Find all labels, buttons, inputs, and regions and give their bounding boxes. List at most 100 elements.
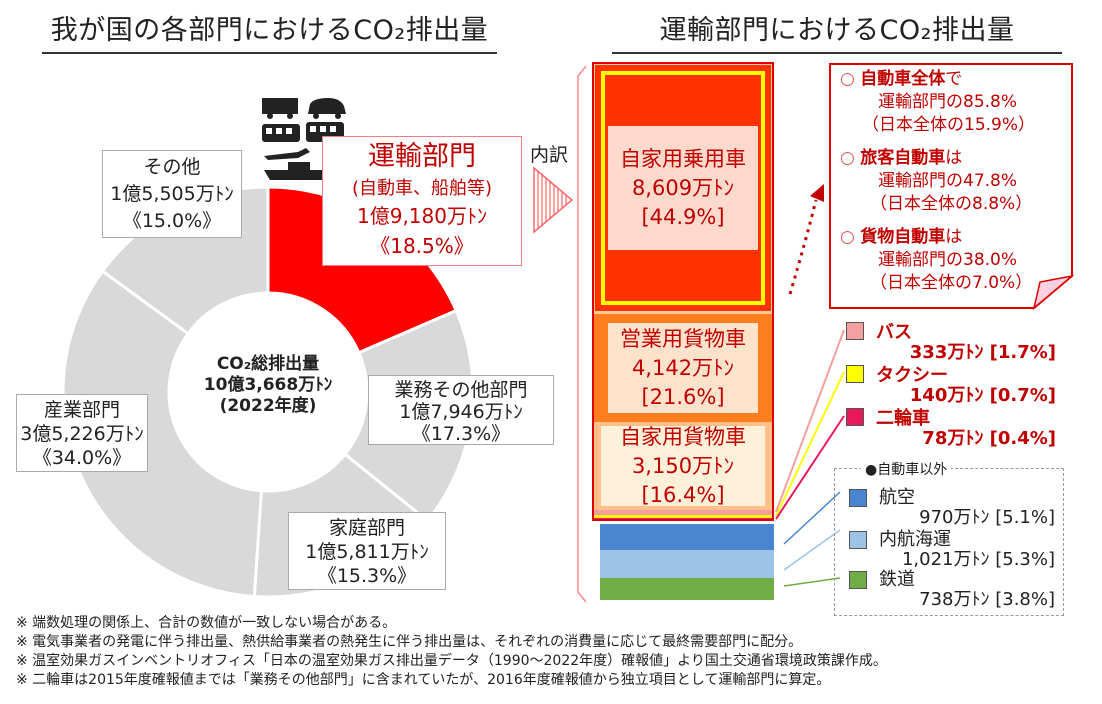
- connector-lines: [775, 329, 845, 587]
- other-name: その他: [143, 156, 201, 178]
- callout-passenger-title: 旅客自動車: [860, 148, 946, 168]
- footnote: ※ 二輪車は2015年度確報値までは「業務その他部門」に含まれていたが、2016…: [16, 672, 831, 688]
- household-value: 1億5,811万ﾄﾝ: [305, 541, 429, 563]
- bus-swatch: [846, 322, 864, 340]
- ship-swatch: [849, 531, 867, 549]
- air-name: 航空: [879, 487, 915, 508]
- right-chart-title: 運輸部門におけるCO₂排出量: [659, 15, 1015, 46]
- breakdown-arrow: [533, 166, 574, 234]
- footnote: ※ 温室効果ガスインベントリオフィス「日本の温室効果ガス排出量データ（1990～…: [16, 653, 887, 669]
- bus-value: 333万ﾄﾝ [1.7%]: [909, 342, 1056, 363]
- transport-name: 運輸部門: [368, 141, 476, 172]
- center-title: CO₂総排出量: [216, 354, 320, 374]
- segment-bus: [592, 510, 774, 515]
- industry-label: 産業部門 3億5,226万ﾄﾝ 《34.0%》: [16, 394, 148, 472]
- circle-icon: ○: [840, 69, 855, 89]
- segment-air: [600, 524, 774, 550]
- callout-freight-share: 運輸部門の38.0%: [878, 250, 1018, 270]
- rail-swatch: [849, 571, 867, 589]
- footnote: ※ 端数処理の関係上、合計の数値が一致しない場合がある。: [16, 615, 397, 631]
- breakdown-label: 内訳: [530, 144, 569, 166]
- left-chart-title: 我が国の各部門におけるCO₂排出量: [50, 15, 489, 46]
- household-pct: 《15.3%》: [317, 565, 417, 587]
- private-freight-name: 自家用貨物車: [620, 424, 746, 449]
- commercial-freight-pct: [21.6%]: [641, 384, 725, 409]
- commercial-freight-name: 営業用貨物車: [620, 326, 746, 351]
- callout-auto-title: 自動車全体: [860, 69, 946, 89]
- donut-center-label: CO₂総排出量 10億3,668万ﾄﾝ (2022年度): [188, 354, 348, 417]
- business-name: 業務その他部門: [394, 379, 528, 401]
- commercial-freight-label: 営業用貨物車 4,142万ﾄﾝ [21.6%]: [608, 323, 758, 413]
- air-swatch: [849, 489, 867, 507]
- callout-auto-share: 運輸部門の85.8%: [878, 92, 1018, 112]
- donut-hole: [169, 293, 367, 491]
- segment-rail: [600, 578, 774, 600]
- business-pct: 《17.3%》: [411, 423, 511, 445]
- circle-icon: ○: [840, 227, 855, 247]
- household-label: 家庭部門 1億5,811万ﾄﾝ 《15.3%》: [288, 512, 446, 590]
- center-total: 10億3,668万ﾄﾝ: [203, 375, 333, 395]
- transport-value: 1億9,180万ﾄﾝ: [357, 204, 487, 228]
- commercial-freight-value: 4,142万ﾄﾝ: [631, 355, 735, 380]
- industry-name: 産業部門: [43, 399, 120, 421]
- callout-frame: [829, 63, 1074, 310]
- stacked-bar: 自家用乗用車 8,609万ﾄﾝ [44.9%] 営業用貨物車 4,142万ﾄﾝ …: [592, 62, 774, 602]
- other-pct: 《15.0%》: [122, 210, 222, 232]
- segment-taxi: [592, 515, 774, 518]
- motorcycle-swatch: [846, 408, 864, 426]
- callout-freight-title: 貨物自動車: [860, 227, 946, 247]
- callout-passenger-share: 運輸部門の47.8%: [878, 171, 1018, 191]
- rail-name: 鉄道: [879, 569, 915, 590]
- non-auto-title: ●自動車以外: [861, 459, 952, 479]
- ship-value: 1,021万ﾄﾝ [5.3%]: [901, 549, 1055, 570]
- business-label: 業務その他部門 1億7,946万ﾄﾝ 《17.3%》: [368, 375, 554, 445]
- private-car-name: 自家用乗用車: [620, 146, 746, 171]
- automobile-outline: [592, 62, 774, 521]
- private-car-pct: [44.9%]: [641, 204, 725, 229]
- household-name: 家庭部門: [328, 517, 405, 539]
- air-value: 970万ﾄﾝ [5.1%]: [919, 507, 1055, 528]
- segment-private-car: 自家用乗用車 8,609万ﾄﾝ [44.9%]: [592, 62, 774, 314]
- private-car-label: 自家用乗用車 8,609万ﾄﾝ [44.9%]: [608, 126, 758, 250]
- callout-auto-national: （日本全体の15.9%）: [862, 115, 1036, 135]
- transport-pct: 《18.5%》: [370, 234, 474, 258]
- taxi-value: 140万ﾄﾝ [0.7%]: [909, 385, 1056, 406]
- motorcycle-value: 78万ﾄﾝ [0.4%]: [922, 428, 1056, 449]
- ship-name: 内航海運: [879, 529, 951, 550]
- callout-note: ○ 自動車全体で 運輸部門の85.8% （日本全体の15.9%） ○ 旅客自動車…: [828, 62, 1074, 310]
- private-freight-label: 自家用貨物車 3,150万ﾄﾝ [16.4%]: [601, 424, 765, 507]
- non-auto-legend: ●自動車以外 航空 970万ﾄﾝ [5.1%] 内航海運 1,021万ﾄﾝ [5…: [834, 459, 1064, 616]
- right-title-underline: [612, 52, 1062, 54]
- segment-private-freight: 自家用貨物車 3,150万ﾄﾝ [16.4%]: [592, 422, 774, 510]
- callout-freight-national: （日本全体の7.0%）: [870, 273, 1033, 293]
- industry-value: 3億5,226万ﾄﾝ: [20, 423, 144, 445]
- transport-sub: (自動車、船舶等): [351, 178, 493, 199]
- segment-ship: [600, 550, 774, 578]
- callout-text: ○ 自動車全体で 運輸部門の85.8% （日本全体の15.9%） ○ 旅客自動車…: [840, 68, 1066, 295]
- private-car-value: 8,609万ﾄﾝ: [631, 175, 735, 200]
- other-value: 1億5,505万ﾄﾝ: [110, 183, 234, 205]
- private-freight-value: 3,150万ﾄﾝ: [631, 453, 735, 478]
- industry-pct: 《34.0%》: [32, 447, 132, 469]
- circle-icon: ○: [840, 148, 855, 168]
- dotted-arrow: [788, 184, 824, 295]
- business-value: 1億7,946万ﾄﾝ: [399, 401, 523, 423]
- transport-label: 運輸部門 (自動車、船舶等) 1億9,180万ﾄﾝ 《18.5%》: [322, 136, 522, 266]
- callout-freight-particle: は: [945, 227, 963, 247]
- bus-name: バス: [876, 322, 912, 343]
- segment-commercial-freight: 営業用貨物車 4,142万ﾄﾝ [21.6%]: [592, 314, 774, 422]
- callout-auto-particle: で: [945, 69, 963, 89]
- center-year: (2022年度): [219, 396, 317, 416]
- other-label: その他 1億5,505万ﾄﾝ 《15.0%》: [102, 150, 242, 238]
- bracket: [577, 65, 587, 603]
- rail-value: 738万ﾄﾝ [3.8%]: [919, 589, 1055, 610]
- footnote: ※ 電気事業者の発電に伴う排出量、熱供給事業者の熱発生に伴う排出量は、それぞれの…: [16, 634, 803, 650]
- taxi-swatch: [846, 365, 864, 383]
- left-title-underline: [42, 52, 497, 54]
- taxi-name: タクシー: [876, 365, 948, 386]
- motorcycle-name: 二輪車: [876, 408, 930, 429]
- private-freight-pct: [16.4%]: [641, 482, 725, 507]
- private-car-highlight: [601, 71, 765, 305]
- callout-passenger-particle: は: [945, 148, 963, 168]
- callout-passenger-national: （日本全体の8.8%）: [870, 194, 1033, 214]
